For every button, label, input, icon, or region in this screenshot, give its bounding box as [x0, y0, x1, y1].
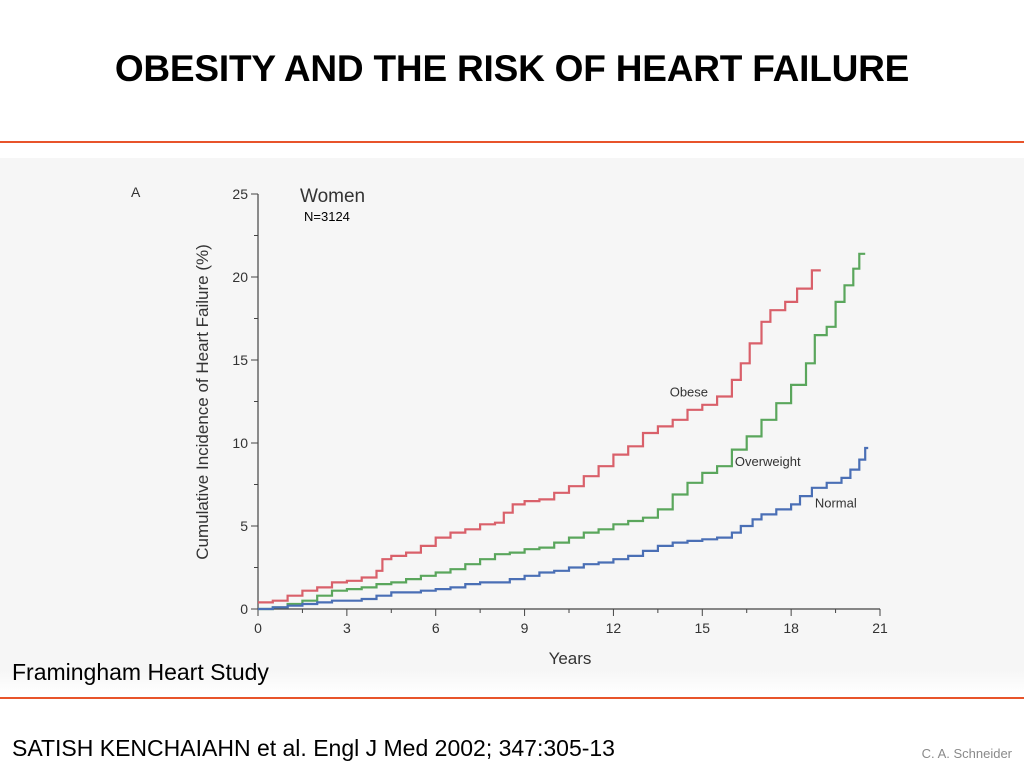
x-tick-label: 3 [343, 620, 351, 636]
x-tick-label: 12 [606, 620, 622, 636]
series-annotation-normal: Normal [815, 496, 857, 511]
study-label: Framingham Heart Study [12, 659, 269, 685]
author-label: C. A. Schneider [921, 746, 1012, 761]
x-tick-label: 21 [872, 620, 888, 636]
chart-text: A Women N=3124 Years Cumulative Incidenc… [131, 184, 857, 668]
citation: SATISH KENCHAIAHN et al. Engl J Med 2002… [12, 735, 615, 761]
slide-title: OBESITY AND THE RISK OF HEART FAILURE [114, 48, 910, 89]
series-annotation-overweight: Overweight [735, 454, 801, 469]
x-tick-label: 6 [432, 620, 440, 636]
chart-series [258, 252, 869, 611]
bottom-divider [0, 697, 1024, 699]
subgroup-label: Women [300, 186, 365, 207]
series-line-obese [258, 269, 821, 604]
y-tick-label: 0 [240, 601, 248, 617]
x-tick-label: 0 [254, 620, 262, 636]
y-tick-label: 10 [232, 435, 248, 451]
y-tick-label: 15 [232, 352, 248, 368]
chart-panel [0, 158, 1024, 670]
series-line-normal [258, 446, 869, 611]
y-axis-label: Cumulative Incidence of Heart Failure (%… [193, 244, 212, 560]
y-tick-label: 20 [232, 269, 248, 285]
y-tick-label: 5 [240, 518, 248, 534]
chart-axes: 0 5 10 15 20 25 0 3 6 9 12 15 18 21 [232, 186, 888, 636]
panel-label: A [131, 184, 141, 200]
x-axis-label: Years [549, 649, 592, 668]
series-line-overweight [258, 252, 866, 611]
x-tick-label: 15 [694, 620, 710, 636]
x-tick-label: 18 [783, 620, 799, 636]
x-tick-label: 9 [521, 620, 529, 636]
top-divider [0, 141, 1024, 143]
chart-panel-fade [0, 670, 1024, 694]
sample-size-label: N=3124 [304, 209, 350, 224]
y-tick-label: 25 [232, 186, 248, 202]
series-annotation-obese: Obese [670, 385, 708, 400]
